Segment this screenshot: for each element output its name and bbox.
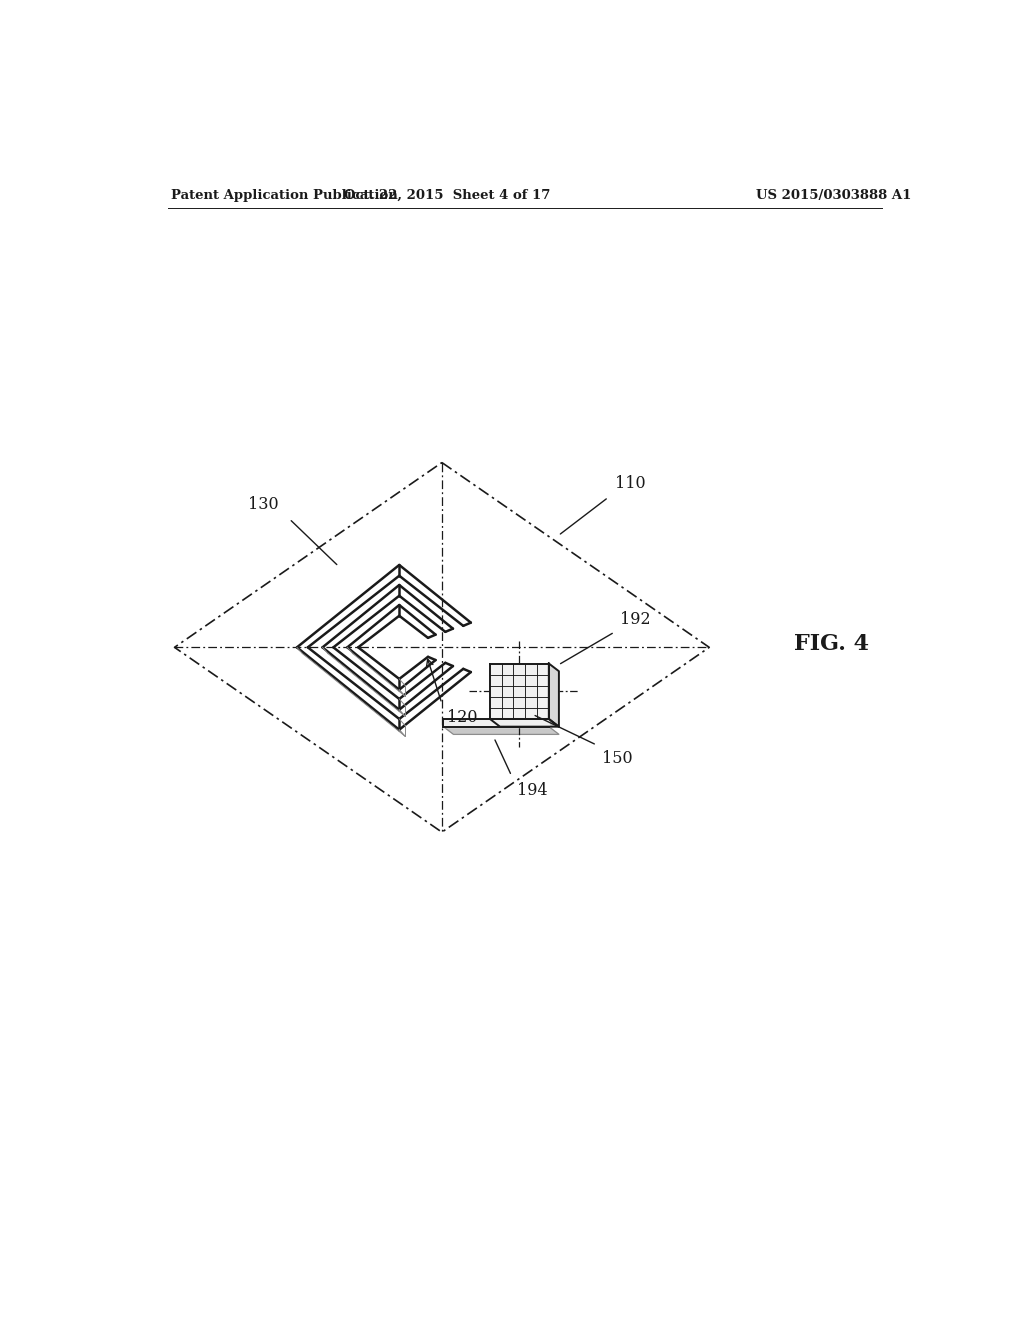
Polygon shape [489,719,559,726]
Text: US 2015/0303888 A1: US 2015/0303888 A1 [756,189,911,202]
Text: Oct. 22, 2015  Sheet 4 of 17: Oct. 22, 2015 Sheet 4 of 17 [344,189,551,202]
Text: FIG. 4: FIG. 4 [795,632,869,655]
Text: 192: 192 [621,611,650,628]
Polygon shape [443,726,559,734]
Text: 130: 130 [249,495,280,512]
Text: 150: 150 [602,750,633,767]
Polygon shape [489,664,549,719]
Text: 120: 120 [447,709,478,726]
Text: Patent Application Publication: Patent Application Publication [171,189,397,202]
Text: 194: 194 [517,781,548,799]
Polygon shape [549,664,559,726]
Text: 110: 110 [614,475,645,492]
Polygon shape [443,719,549,726]
